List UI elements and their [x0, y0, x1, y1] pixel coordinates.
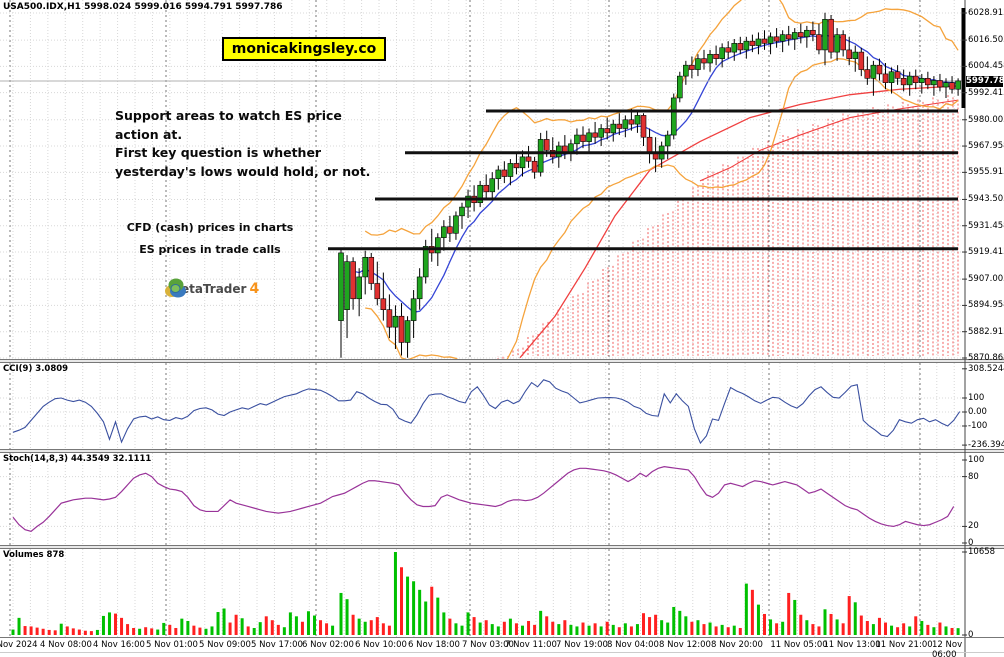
analyst-note: Support areas to watch ES price action a… [115, 107, 370, 181]
note-line: First key question is whether [115, 145, 322, 160]
panel-separator[interactable] [0, 545, 1004, 549]
price-axis-label: 6004.458 [968, 61, 1004, 72]
price-axis-label: 5992.413 [968, 87, 1004, 98]
price-axis-label: 5907.003 [968, 274, 1004, 285]
price-axis-label: 6016.503 [968, 35, 1004, 46]
time-axis-label: 11 Nov 21:00 [875, 640, 933, 650]
ichimoku-cloud [497, 95, 959, 359]
watermark-badge: monicakingsley.co [222, 37, 386, 61]
bollinger-bands [364, 0, 959, 359]
note-line: yesterday's lows would hold, or not. [115, 163, 371, 179]
time-axis-label: 5 Nov 17:00 [251, 640, 303, 650]
ichimoku-lines [519, 85, 959, 359]
stoch-panel [12, 466, 955, 533]
time-axis-label: 11 Nov 13:00 [823, 640, 881, 650]
price-axis-label: 5882.913 [968, 326, 1004, 337]
time-axis-label: 6 Nov 18:00 [408, 640, 460, 650]
stoch-axis-label: 20 [968, 521, 979, 532]
cfd-note: CFD (cash) prices in charts [126, 221, 294, 234]
time-axis-label: 4 Nov 08:00 [40, 640, 92, 650]
volumes-panel [11, 552, 960, 635]
note-line: Support areas to watch ES price [115, 108, 342, 123]
time-axis-label: 8 Nov 20:00 [711, 640, 763, 650]
metatrader-logo: MetaTrader 4 [163, 275, 259, 303]
cci-axis-label: -100 [968, 421, 988, 431]
panel-separator[interactable] [0, 359, 1004, 363]
stoch-axis-label: 80 [968, 471, 979, 482]
volumes-panel-label: Volumes 878 [3, 550, 65, 560]
cci-panel [12, 379, 961, 445]
cci-panel-label: CCI(9) 3.0809 [3, 364, 69, 374]
volume-axis-label: 0 [968, 630, 974, 640]
time-axis-label: 8 Nov 04:00 [607, 640, 659, 650]
price-axis-label: 6028.913 [968, 8, 1004, 18]
time-axis-label: 11 Nov 05:00 [770, 640, 828, 650]
cci-axis-label: 308.5244 [968, 363, 1004, 374]
time-axis-label: 7 Nov 19:00 [556, 640, 608, 650]
cci-axis-label: 0.00 [968, 407, 987, 417]
price-axis-label: 5980.003 [968, 114, 1004, 125]
metatrader-globe-icon [165, 278, 186, 298]
time-axis-label: 4 Nov 16:00 [93, 640, 145, 650]
main-price-panel [0, 0, 962, 359]
grid-layer [0, 0, 962, 637]
time-axis-label: 5 Nov 09:00 [199, 640, 251, 650]
price-axis-label: 5943.503 [968, 194, 1004, 205]
time-axis-label: 7 Nov 11:00 [505, 640, 557, 650]
price-axis-label: 5919.413 [968, 247, 1004, 258]
price-axis-label: 5870.868 [968, 352, 1004, 363]
support-lines [328, 109, 958, 251]
current-price-badge: 5997.786 [966, 75, 1004, 87]
logo-brand-text: MetaTrader [169, 282, 247, 296]
price-axis-label: 5955.913 [968, 167, 1004, 178]
time-axis-label: 7 Nov 03:00 [462, 640, 514, 650]
stoch-axis-label: 0 [968, 538, 974, 548]
cci-axis-label: -236.3942 [968, 440, 1004, 451]
time-axis-label: 12 Nov 06:00 [932, 640, 963, 657]
time-axis-label: 8 Nov 12:00 [659, 640, 711, 650]
time-axis-label: 4 Nov 2024 [0, 640, 38, 650]
logo-version-text: 4 [249, 281, 260, 297]
panel-separator[interactable] [0, 449, 1004, 453]
es-note: ES prices in trade calls [139, 243, 281, 256]
volume-axis-label: 10658 [968, 547, 996, 557]
watermark-text: monicakingsley.co [231, 41, 377, 57]
time-axis-label: 5 Nov 01:00 [146, 640, 198, 650]
price-axis-label: 5894.958 [968, 300, 1004, 311]
note-line: action at. [115, 126, 183, 142]
symbol-ohlc-title: USA500.IDX,H1 5998.024 5999.016 5994.791… [3, 2, 283, 12]
candles-layer [338, 12, 961, 358]
price-axis-label: 5967.958 [968, 141, 1004, 152]
cci-axis-label: 100 [968, 393, 985, 403]
price-axis-label: 5931.458 [968, 220, 1004, 231]
stoch-axis-label: 100 [968, 455, 985, 465]
moving-average-line [352, 33, 959, 313]
axis-scale-marker [961, 8, 966, 108]
time-axis-label: 6 Nov 10:00 [355, 640, 407, 650]
stoch-panel-label: Stoch(14,8,3) 44.3549 32.1111 [3, 454, 152, 464]
time-axis-label: 6 Nov 02:00 [302, 640, 354, 650]
